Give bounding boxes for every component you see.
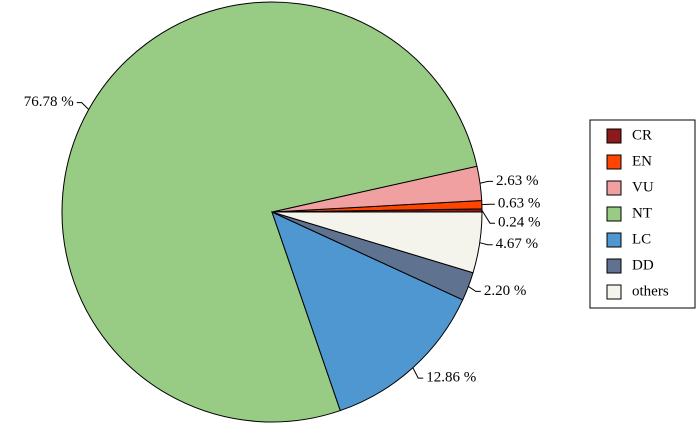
legend-label: LC [632,231,651,247]
data-label: 2.20 % [484,283,527,299]
leader-line [479,180,493,184]
legend-swatch [606,180,622,196]
legend-label: CR [632,127,652,143]
legend-label: EN [632,153,652,169]
legend-swatch [606,128,622,144]
pie-slice [271,211,464,412]
leader-line [412,367,424,379]
legend-swatch [606,154,622,170]
leader-line [479,242,493,246]
legend-label: others [632,283,669,299]
legend-label: NT [632,205,652,221]
data-label: 4.67 % [496,236,539,252]
data-label: 76.78 % [24,94,74,110]
legend-swatch [606,232,622,248]
legend-label: DD [632,257,654,273]
data-label: 0.24 % [498,215,540,231]
data-label: 2.63 % [496,173,539,189]
data-label: 12.86 % [426,370,476,386]
legend-swatch [606,258,622,274]
leader-line [76,102,90,110]
legend-label: VU [632,179,654,195]
legend-swatch [606,284,622,300]
pie-slice [61,1,478,423]
data-label: 0.63 % [498,196,541,212]
leader-line [468,286,481,292]
legend-swatch [606,206,622,222]
pie-slice [271,211,483,274]
leader-line [481,210,495,224]
